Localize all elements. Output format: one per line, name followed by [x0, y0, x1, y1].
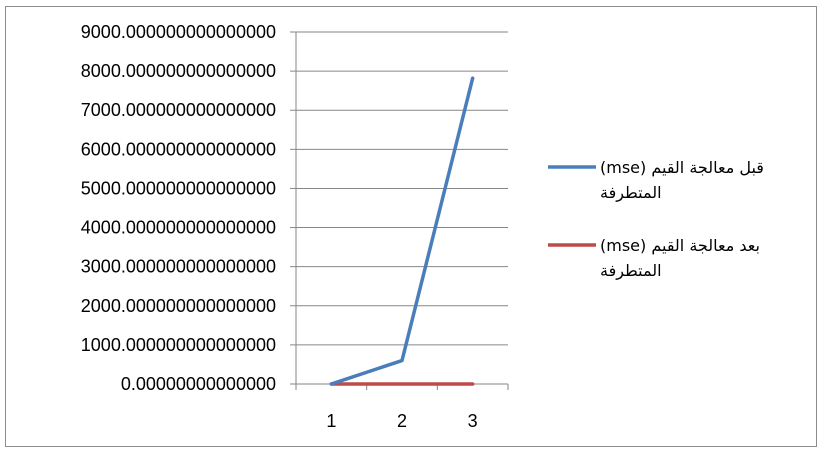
axes	[290, 31, 509, 390]
y-tick-label: 3000.000000000000000	[81, 257, 276, 277]
legend: (mse) قبل معالجة القيم المتطرفة (mse) بعد …	[548, 158, 764, 281]
legend-label-continued: المتطرفة	[600, 261, 662, 281]
legend-label: (mse) قبل معالجة القيم	[600, 158, 764, 177]
x-tick-label: 2	[397, 411, 407, 431]
y-tick-label: 1000.000000000000000	[81, 335, 276, 355]
x-axis-tick-labels: 1 2 3	[326, 411, 477, 431]
y-tick-label: 6000.000000000000000	[81, 139, 276, 159]
y-tick-label: 9000.000000000000000	[81, 22, 276, 42]
legend-label: (mse) بعد معالجة القيم	[600, 236, 760, 255]
y-tick-label: 5000.000000000000000	[81, 178, 276, 198]
y-tick-label: 2000.000000000000000	[81, 296, 276, 316]
chart-frame	[5, 6, 817, 447]
series-line	[329, 76, 475, 386]
x-tick-label: 1	[326, 411, 336, 431]
legend-label-continued: المتطرفة	[600, 183, 662, 203]
y-tick-label: 4000.000000000000000	[81, 218, 276, 238]
series-lines	[329, 76, 475, 386]
y-tick-label: 8000.000000000000000	[81, 61, 276, 81]
x-tick-label: 3	[468, 411, 478, 431]
y-axis-tick-labels: 0.00000000000000 1000.000000000000000 2000…	[81, 22, 276, 394]
y-tick-label: 0.00000000000000	[121, 374, 276, 394]
gridlines	[296, 31, 508, 346]
y-tick-label: 7000.000000000000000	[81, 100, 276, 120]
